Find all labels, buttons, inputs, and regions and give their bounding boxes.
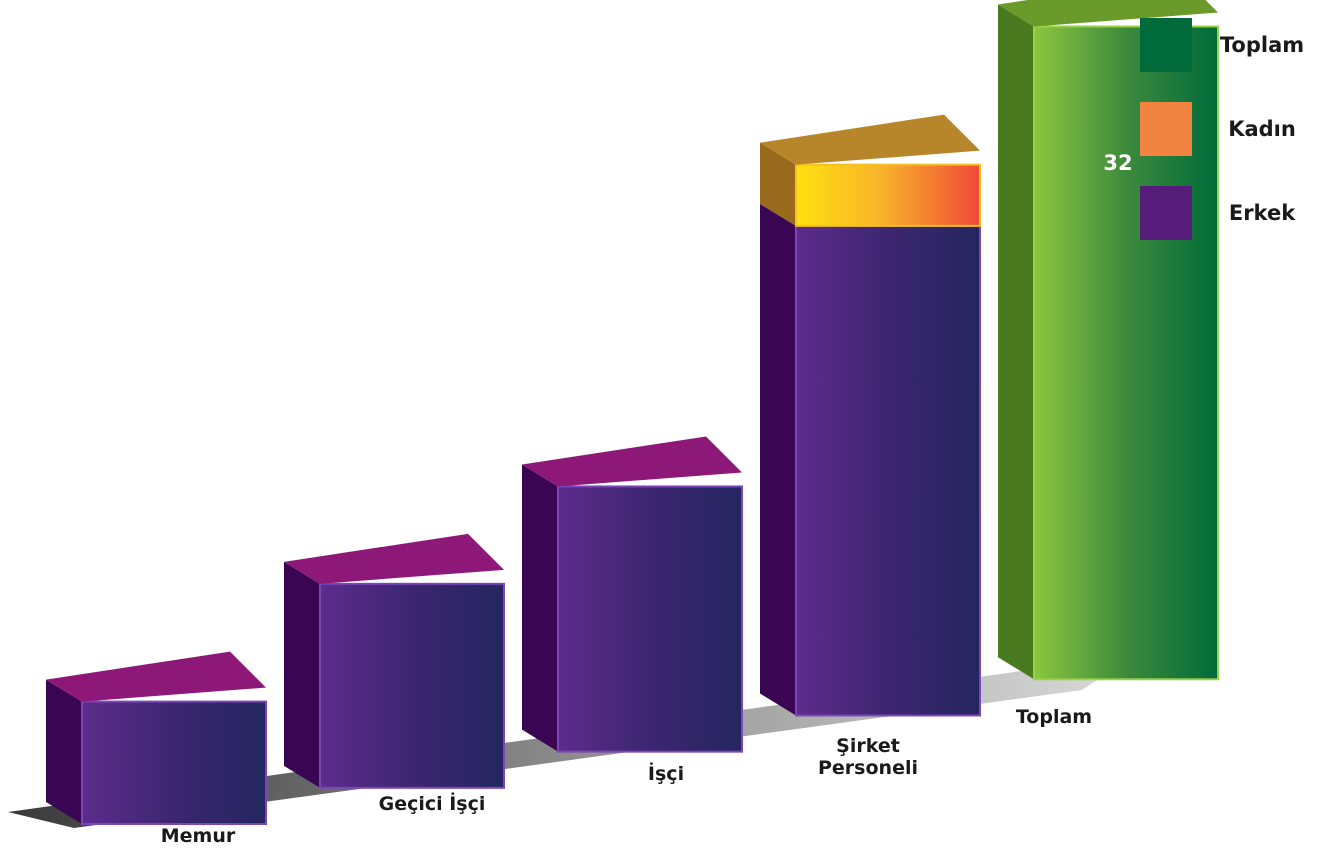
bar-top-isci-erkek bbox=[522, 436, 742, 487]
bar-side-memur-erkek bbox=[46, 679, 82, 824]
bar-top-gecici-isci-erkek bbox=[284, 533, 504, 584]
legend-label-erkek: Erkek bbox=[1229, 201, 1296, 225]
legend-label-kadin: Kadın bbox=[1228, 117, 1296, 141]
bar-side-sirket-personeli-kadin bbox=[760, 142, 796, 226]
x-tick-label-gecici-isci: Geçici İşçi bbox=[379, 791, 486, 815]
x-tick-label-sirket-personeli-line2: Personeli bbox=[818, 757, 918, 779]
bar-top-toplam-toplam bbox=[998, 0, 1218, 27]
x-tick-label-sirket-personeli-line1: Şirket bbox=[836, 735, 900, 757]
bar-sirket-personeli-kadin bbox=[795, 163, 981, 227]
x-tick-label-isci: İşçi bbox=[648, 761, 684, 785]
x-tick-label-memur: Memur bbox=[161, 825, 236, 847]
bar-top-memur-erkek bbox=[46, 651, 266, 702]
legend-label-toplam: Toplam bbox=[1220, 33, 1304, 57]
data-label-toplam: 32 bbox=[1103, 151, 1132, 175]
bar-gecici-isci-erkek bbox=[319, 582, 505, 789]
bar-side-toplam-toplam bbox=[998, 4, 1034, 680]
legend-swatch-erkek bbox=[1140, 186, 1192, 240]
legend-swatch-kadin bbox=[1140, 102, 1192, 156]
bar-sirket-personeli-erkek bbox=[795, 224, 981, 717]
bar-memur-erkek bbox=[81, 700, 267, 825]
bar-side-sirket-personeli-erkek bbox=[760, 203, 796, 716]
legend-swatch-toplam bbox=[1140, 18, 1192, 72]
bar-isci-erkek bbox=[557, 485, 743, 753]
x-tick-label-toplam: Toplam bbox=[1016, 706, 1092, 728]
bar-side-gecici-isci-erkek bbox=[284, 561, 320, 788]
bar-side-isci-erkek bbox=[522, 464, 558, 752]
bar-top-sirket-personeli-kadin bbox=[760, 114, 980, 165]
